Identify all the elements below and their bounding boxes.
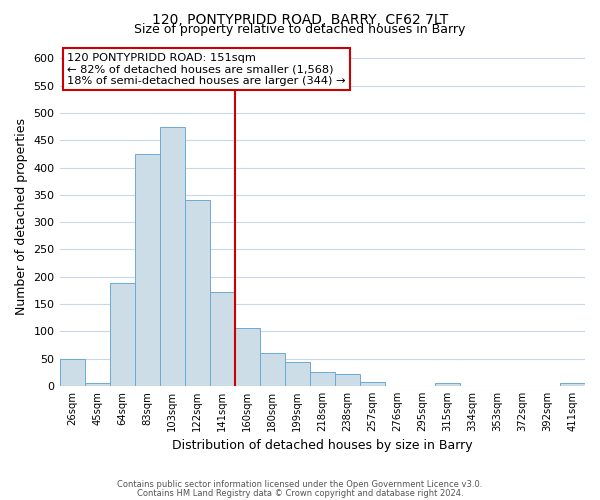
Bar [260, 353, 285, 386]
Text: Size of property relative to detached houses in Barry: Size of property relative to detached ho… [134, 22, 466, 36]
Bar [435, 383, 460, 386]
Bar [285, 362, 310, 386]
Text: 120 PONTYPRIDD ROAD: 151sqm
← 82% of detached houses are smaller (1,568)
18% of : 120 PONTYPRIDD ROAD: 151sqm ← 82% of det… [67, 52, 346, 86]
Bar [160, 126, 185, 386]
X-axis label: Distribution of detached houses by size in Barry: Distribution of detached houses by size … [172, 440, 473, 452]
Text: 120, PONTYPRIDD ROAD, BARRY, CF62 7LT: 120, PONTYPRIDD ROAD, BARRY, CF62 7LT [152, 12, 448, 26]
Text: Contains HM Land Registry data © Crown copyright and database right 2024.: Contains HM Land Registry data © Crown c… [137, 488, 463, 498]
Bar [235, 328, 260, 386]
Bar [560, 383, 585, 386]
Bar [310, 372, 335, 386]
Bar [185, 200, 209, 386]
Bar [134, 154, 160, 386]
Bar [209, 292, 235, 386]
Bar [85, 383, 110, 386]
Bar [335, 374, 360, 386]
Y-axis label: Number of detached properties: Number of detached properties [15, 118, 28, 315]
Bar [59, 358, 85, 386]
Text: Contains public sector information licensed under the Open Government Licence v3: Contains public sector information licen… [118, 480, 482, 489]
Bar [110, 284, 134, 386]
Bar [360, 382, 385, 386]
